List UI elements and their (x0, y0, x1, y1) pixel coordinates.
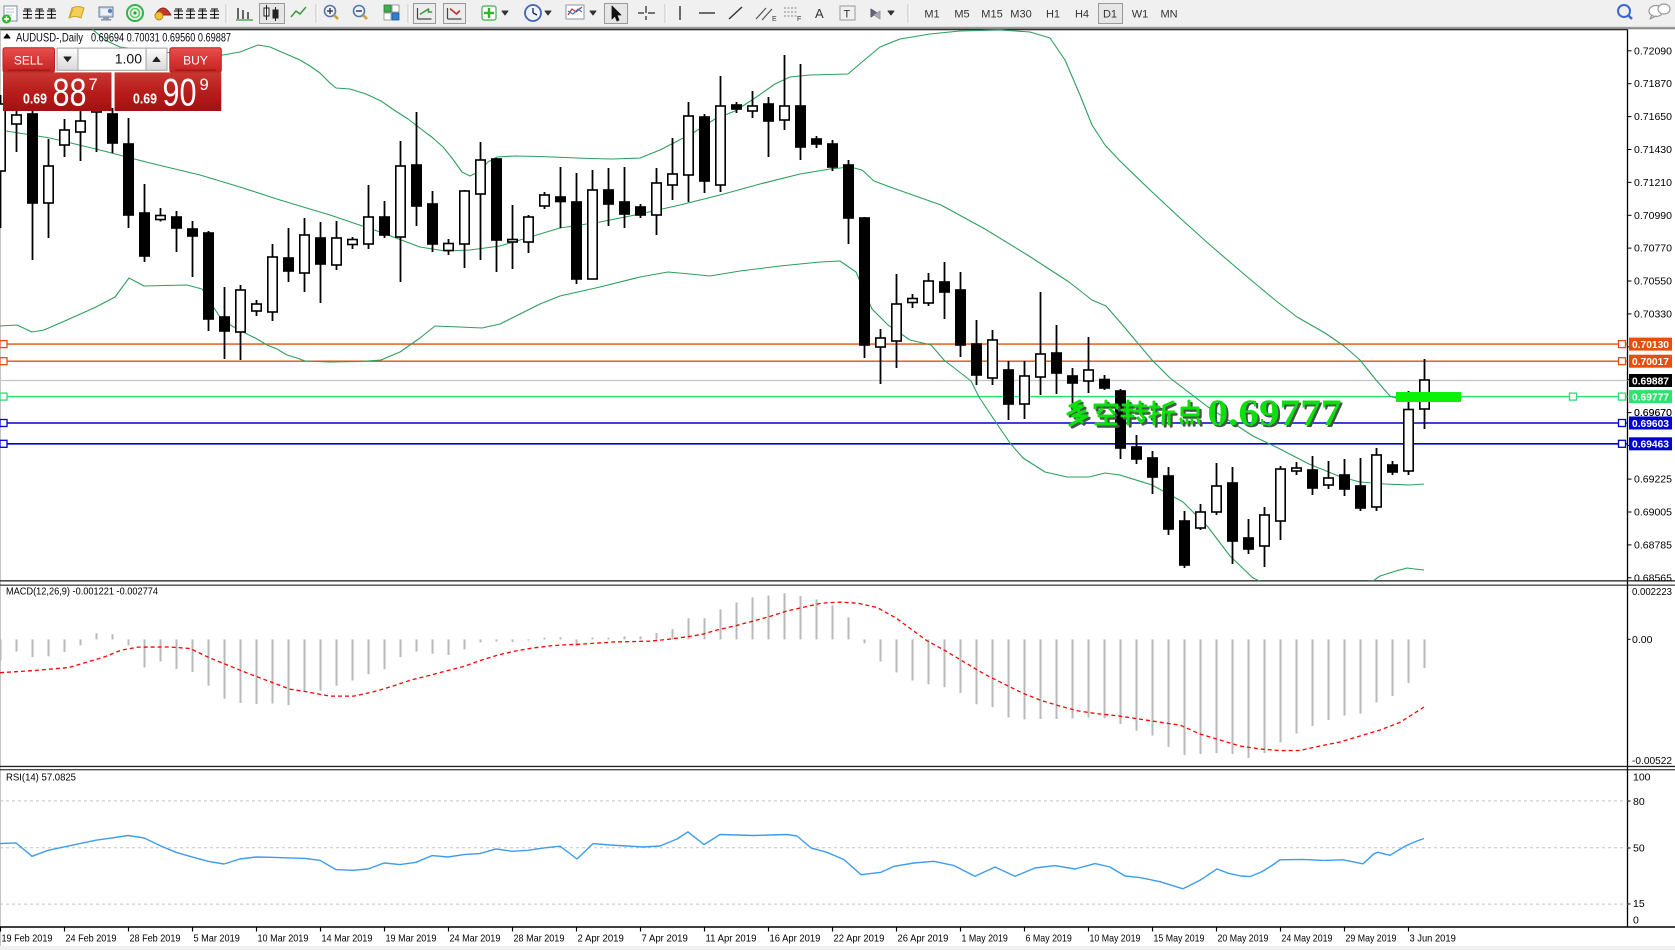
svg-text:1.00: 1.00 (115, 51, 142, 67)
svg-text:RSI(14) 57.0825: RSI(14) 57.0825 (6, 772, 76, 784)
svg-text:0.68785: 0.68785 (1634, 539, 1672, 551)
svg-text:SELL: SELL (14, 54, 44, 68)
svg-text:0.71650: 0.71650 (1634, 111, 1672, 123)
svg-text:10 May 2019: 10 May 2019 (1090, 933, 1141, 945)
svg-text:29 May 2019: 29 May 2019 (1346, 933, 1397, 945)
svg-text:0.70990: 0.70990 (1634, 210, 1672, 222)
svg-text:0: 0 (1633, 914, 1639, 926)
svg-text:9: 9 (200, 76, 209, 94)
svg-text:80: 80 (1633, 796, 1645, 808)
svg-text:H4: H4 (1075, 9, 1089, 21)
svg-text:6 May 2019: 6 May 2019 (1026, 933, 1072, 945)
svg-text:24 Mar 2019: 24 Mar 2019 (450, 933, 501, 945)
svg-text:0.72090: 0.72090 (1634, 45, 1672, 57)
svg-text:0.70017: 0.70017 (1632, 356, 1669, 368)
svg-text:M1: M1 (924, 9, 939, 21)
svg-text:0.70770: 0.70770 (1634, 243, 1672, 255)
svg-text:3 Jun 2019: 3 Jun 2019 (1410, 933, 1456, 945)
svg-text:16 Apr 2019: 16 Apr 2019 (770, 933, 821, 945)
svg-text:0.69: 0.69 (23, 92, 47, 108)
svg-text:-0.00522: -0.00522 (1632, 755, 1672, 767)
svg-text:7 Apr 2019: 7 Apr 2019 (642, 933, 688, 945)
svg-text:5 Mar 2019: 5 Mar 2019 (194, 933, 240, 945)
svg-text:0.69670: 0.69670 (1634, 407, 1672, 419)
svg-text:H1: H1 (1046, 9, 1060, 21)
svg-text:M15: M15 (981, 9, 1002, 21)
svg-text:BUY: BUY (183, 54, 208, 68)
svg-text:2 Apr 2019: 2 Apr 2019 (578, 933, 624, 945)
svg-text:26 Apr 2019: 26 Apr 2019 (898, 933, 949, 945)
svg-text:0.70330: 0.70330 (1634, 308, 1672, 320)
svg-text:0.69603: 0.69603 (1632, 418, 1669, 430)
svg-text:W1: W1 (1132, 9, 1149, 21)
svg-text:MN: MN (1160, 9, 1177, 21)
svg-text:0.71870: 0.71870 (1634, 78, 1672, 90)
svg-text:24 Feb 2019: 24 Feb 2019 (66, 933, 117, 945)
svg-text:19 Feb 2019: 19 Feb 2019 (2, 933, 53, 945)
svg-text:0.69777: 0.69777 (1210, 395, 1344, 436)
svg-text:D1: D1 (1103, 9, 1117, 21)
svg-text:28 Mar 2019: 28 Mar 2019 (514, 933, 565, 945)
svg-text:14 Mar 2019: 14 Mar 2019 (322, 933, 373, 945)
svg-text:0.69887: 0.69887 (1632, 375, 1669, 387)
svg-text:0.00: 0.00 (1632, 634, 1653, 646)
svg-text:22 Apr 2019: 22 Apr 2019 (834, 933, 885, 945)
svg-text:15 May 2019: 15 May 2019 (1154, 933, 1205, 945)
svg-text:11 Apr 2019: 11 Apr 2019 (706, 933, 757, 945)
svg-text:88: 88 (53, 72, 87, 115)
svg-text:0.002223: 0.002223 (1632, 586, 1672, 598)
svg-text:0.71430: 0.71430 (1634, 144, 1672, 156)
svg-text:0.68565: 0.68565 (1634, 572, 1672, 584)
svg-text:F: F (797, 16, 801, 23)
svg-text:M5: M5 (954, 9, 969, 21)
svg-text:0.71210: 0.71210 (1634, 177, 1672, 189)
svg-text:0.69225: 0.69225 (1634, 474, 1672, 486)
svg-text:28 Feb 2019: 28 Feb 2019 (130, 933, 181, 945)
svg-text:0.69005: 0.69005 (1634, 507, 1672, 519)
svg-text:0.69670: 0.69670 (1634, 407, 1672, 419)
svg-text:E: E (772, 16, 777, 23)
svg-text:7: 7 (89, 76, 98, 94)
svg-text:M30: M30 (1010, 9, 1031, 21)
svg-text:20 May 2019: 20 May 2019 (1218, 933, 1269, 945)
svg-text:0.69463: 0.69463 (1632, 439, 1669, 451)
svg-text:0.69: 0.69 (133, 92, 157, 108)
svg-text:T: T (844, 9, 851, 21)
svg-text:10 Mar 2019: 10 Mar 2019 (258, 933, 309, 945)
svg-text:19 Mar 2019: 19 Mar 2019 (386, 933, 437, 945)
svg-text:0.69777: 0.69777 (1632, 391, 1669, 403)
svg-text:1 May 2019: 1 May 2019 (962, 933, 1008, 945)
svg-text:90: 90 (163, 72, 197, 115)
svg-text:A: A (815, 6, 824, 21)
svg-text:0.70130: 0.70130 (1632, 339, 1669, 351)
svg-text:24 May 2019: 24 May 2019 (1282, 933, 1333, 945)
svg-text:AUDUSD-,Daily: AUDUSD-,Daily (16, 31, 83, 45)
svg-text:100: 100 (1633, 771, 1651, 783)
svg-text:50: 50 (1633, 843, 1645, 855)
svg-text:0.70550: 0.70550 (1634, 276, 1672, 288)
svg-text:MACD(12,26,9) -0.001221 -0.002: MACD(12,26,9) -0.001221 -0.002774 (6, 586, 158, 598)
svg-text:15: 15 (1633, 898, 1645, 910)
svg-text:0.69777: 0.69777 (1208, 393, 1342, 434)
svg-text:0.69694 0.70031 0.69560 0.6988: 0.69694 0.70031 0.69560 0.69887 (91, 31, 231, 45)
